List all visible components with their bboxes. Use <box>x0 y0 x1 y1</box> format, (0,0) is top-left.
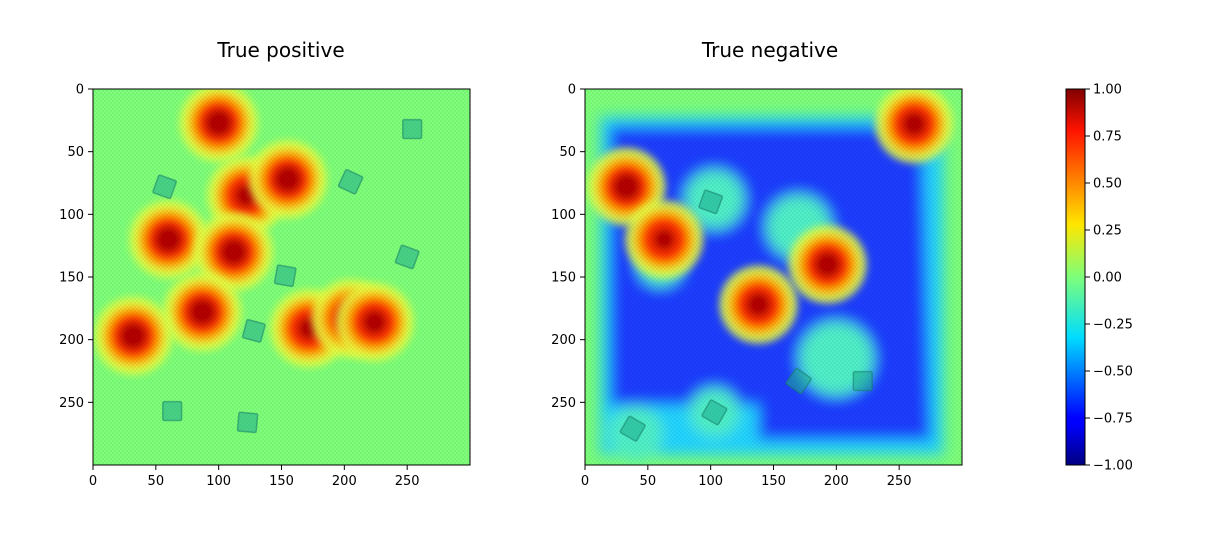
x-tick-label: 250 <box>887 474 912 489</box>
square-marker <box>394 244 420 270</box>
square-marker <box>337 168 364 195</box>
colorbar-tick-label: 0.00 <box>1093 271 1122 286</box>
square-marker <box>273 264 297 288</box>
y-tick-label: 100 <box>59 208 84 223</box>
square-marker <box>161 400 183 422</box>
x-tick-label: 150 <box>761 474 786 489</box>
colorbar-tick-label: 0.25 <box>1093 224 1122 239</box>
square-marker <box>619 415 646 442</box>
panel-title: True positive <box>216 38 344 62</box>
square-marker <box>698 189 724 215</box>
axis-ticks: 0 50 100 150 200 250 0 50 100 150 200 250 <box>59 83 419 490</box>
colorbar-ticks: 1.00 0.75 0.50 0.25 0.00 −0.25 −0.50 −0.75 −1.00 <box>1085 83 1133 474</box>
axis-ticks: 0 50 100 150 200 250 0 50 100 150 200 250 <box>551 83 911 490</box>
square-marker <box>236 411 259 434</box>
y-tick-label: 100 <box>551 208 576 223</box>
y-tick-label: 250 <box>551 396 576 411</box>
x-tick-label: 250 <box>395 474 420 489</box>
x-tick-label: 50 <box>640 474 657 489</box>
colorbar-tick-label: −0.25 <box>1093 318 1133 333</box>
x-tick-label: 200 <box>332 474 357 489</box>
colorbar-tick-label: 0.50 <box>1093 177 1122 192</box>
x-tick-label: 200 <box>824 474 849 489</box>
pixel-texture <box>585 89 962 465</box>
y-tick-label: 250 <box>59 396 84 411</box>
y-tick-label: 200 <box>551 333 576 348</box>
square-marker <box>701 399 728 426</box>
x-tick-label: 100 <box>206 474 231 489</box>
square-markers <box>619 189 873 442</box>
colorbar-tick-label: −0.75 <box>1093 412 1133 427</box>
y-tick-label: 150 <box>59 271 84 286</box>
panel-title: True negative <box>701 38 838 62</box>
colorbar-tick-label: 0.75 <box>1093 130 1122 145</box>
square-marker <box>785 367 812 395</box>
y-tick-label: 50 <box>559 145 576 160</box>
square-marker <box>852 370 873 392</box>
colorbar-tick-label: 1.00 <box>1093 83 1122 98</box>
square-marker <box>241 318 266 343</box>
colorbar-gradient <box>1065 88 1086 466</box>
panel-true-positive: True positive 0 50 100 150 200 250 0 50 100 150 20… <box>59 38 471 490</box>
square-marker <box>152 174 178 200</box>
y-tick-label: 0 <box>568 83 576 98</box>
x-tick-label: 0 <box>89 474 97 489</box>
panel-true-negative: True negative 0 50 100 150 200 250 0 50 100 150 20… <box>551 38 963 490</box>
square-markers <box>152 118 423 434</box>
square-marker <box>402 118 423 140</box>
y-tick-label: 50 <box>67 145 84 160</box>
y-tick-label: 0 <box>76 83 84 98</box>
x-tick-label: 100 <box>698 474 723 489</box>
y-tick-label: 150 <box>551 271 576 286</box>
x-tick-label: 150 <box>269 474 294 489</box>
x-tick-label: 0 <box>581 474 589 489</box>
x-tick-label: 50 <box>148 474 165 489</box>
y-tick-label: 200 <box>59 333 84 348</box>
colorbar-tick-label: −1.00 <box>1093 459 1133 474</box>
colorbar: 1.00 0.75 0.50 0.25 0.00 −0.25 −0.50 −0.75 −1.00 <box>1065 83 1133 474</box>
colorbar-tick-label: −0.50 <box>1093 365 1133 380</box>
